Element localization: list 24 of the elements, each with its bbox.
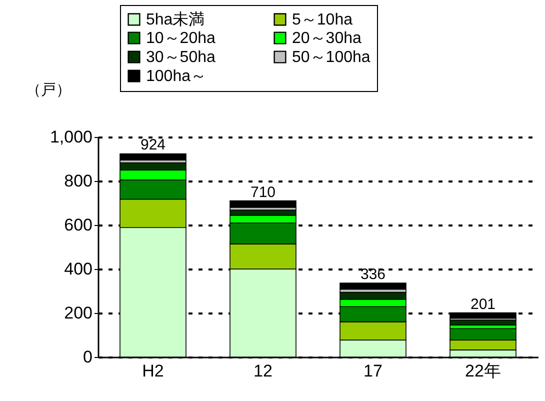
total-label: 924: [140, 136, 166, 154]
legend-label: 5ha未満: [146, 10, 205, 28]
y-tick-label: 200: [64, 304, 92, 322]
x-tick-label: 22年: [465, 362, 501, 380]
total-label: 710: [250, 184, 276, 201]
bar: [230, 200, 296, 208]
x-tick-label: 12: [254, 362, 272, 380]
legend-label: 20～30ha: [292, 30, 362, 47]
legend-label: 100ha～: [146, 68, 206, 85]
y-tick-label: 0: [83, 348, 92, 366]
legend-label: 50～100ha: [292, 49, 370, 66]
legend-label: 5～10ha: [292, 11, 353, 28]
total-label: 201: [470, 296, 496, 313]
bar: [340, 282, 406, 290]
y-tick-label: 1,000: [50, 128, 92, 146]
y-tick-label: 400: [64, 260, 92, 278]
x-tick-label: 17: [364, 362, 382, 380]
y-axis-title: （戸）: [26, 82, 71, 98]
y-tick-label: 800: [64, 172, 92, 190]
bar: [120, 153, 186, 160]
y-tick-label: 600: [64, 216, 92, 234]
x-tick-label: H2: [142, 362, 164, 380]
legend-label: 30～50ha: [146, 49, 216, 66]
legend-label: 10～20ha: [146, 30, 216, 47]
